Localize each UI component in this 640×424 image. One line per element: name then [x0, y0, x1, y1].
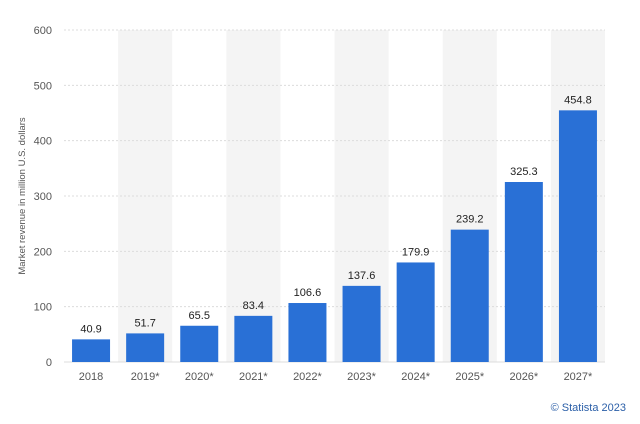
bar[interactable] [504, 182, 543, 362]
data-label: 106.6 [294, 287, 322, 299]
x-tick-label: 2023* [347, 371, 376, 383]
bar[interactable] [450, 229, 489, 362]
y-tick-label: 400 [34, 136, 52, 148]
data-label: 325.3 [510, 166, 538, 178]
x-tick-label: 2020* [185, 371, 214, 383]
y-axis-label: Market revenue in million U.S. dollars [17, 117, 28, 275]
y-tick-label: 100 [34, 302, 52, 314]
data-label: 454.8 [564, 94, 592, 106]
y-tick-label: 300 [34, 191, 52, 203]
copyright-link[interactable]: © Statista 2023 [550, 402, 626, 414]
bar[interactable] [396, 262, 435, 362]
x-tick-label: 2024* [401, 371, 430, 383]
bar[interactable] [72, 339, 111, 362]
data-label: 51.7 [134, 317, 155, 329]
x-tick-label: 2021* [239, 371, 268, 383]
data-label: 83.4 [243, 300, 264, 312]
x-tick-label: 2026* [509, 371, 538, 383]
x-tick-label: 2019* [131, 371, 160, 383]
bar[interactable] [558, 110, 597, 363]
y-axis-ticks: 0 100 200 300 400 500 600 [34, 25, 52, 369]
y-tick-label: 500 [34, 80, 52, 92]
y-tick-label: 200 [34, 246, 52, 258]
bar[interactable] [180, 325, 219, 362]
bars [72, 110, 597, 363]
x-tick-label: 2025* [455, 371, 484, 383]
y-tick-label: 0 [46, 357, 52, 369]
data-label: 40.9 [80, 323, 101, 335]
bar[interactable] [342, 285, 381, 362]
x-tick-label: 2027* [564, 371, 593, 383]
x-tick-label: 2022* [293, 371, 322, 383]
data-label: 239.2 [456, 214, 484, 226]
bar[interactable] [126, 333, 165, 362]
bar[interactable] [288, 303, 327, 362]
data-label: 179.9 [402, 246, 430, 258]
y-tick-label: 600 [34, 25, 52, 37]
x-axis-ticks: 2018 2019* 2020* 2021* 2022* 2023* 2024* 2025* 2… [79, 371, 593, 383]
data-label: 137.6 [348, 270, 376, 282]
bar[interactable] [234, 315, 273, 362]
value-labels: 40.9 51.7 65.5 83.4 106.6 137.6 179.9 239.2 325.… [80, 94, 591, 335]
x-tick-label: 2018 [79, 371, 103, 383]
data-label: 65.5 [189, 310, 210, 322]
